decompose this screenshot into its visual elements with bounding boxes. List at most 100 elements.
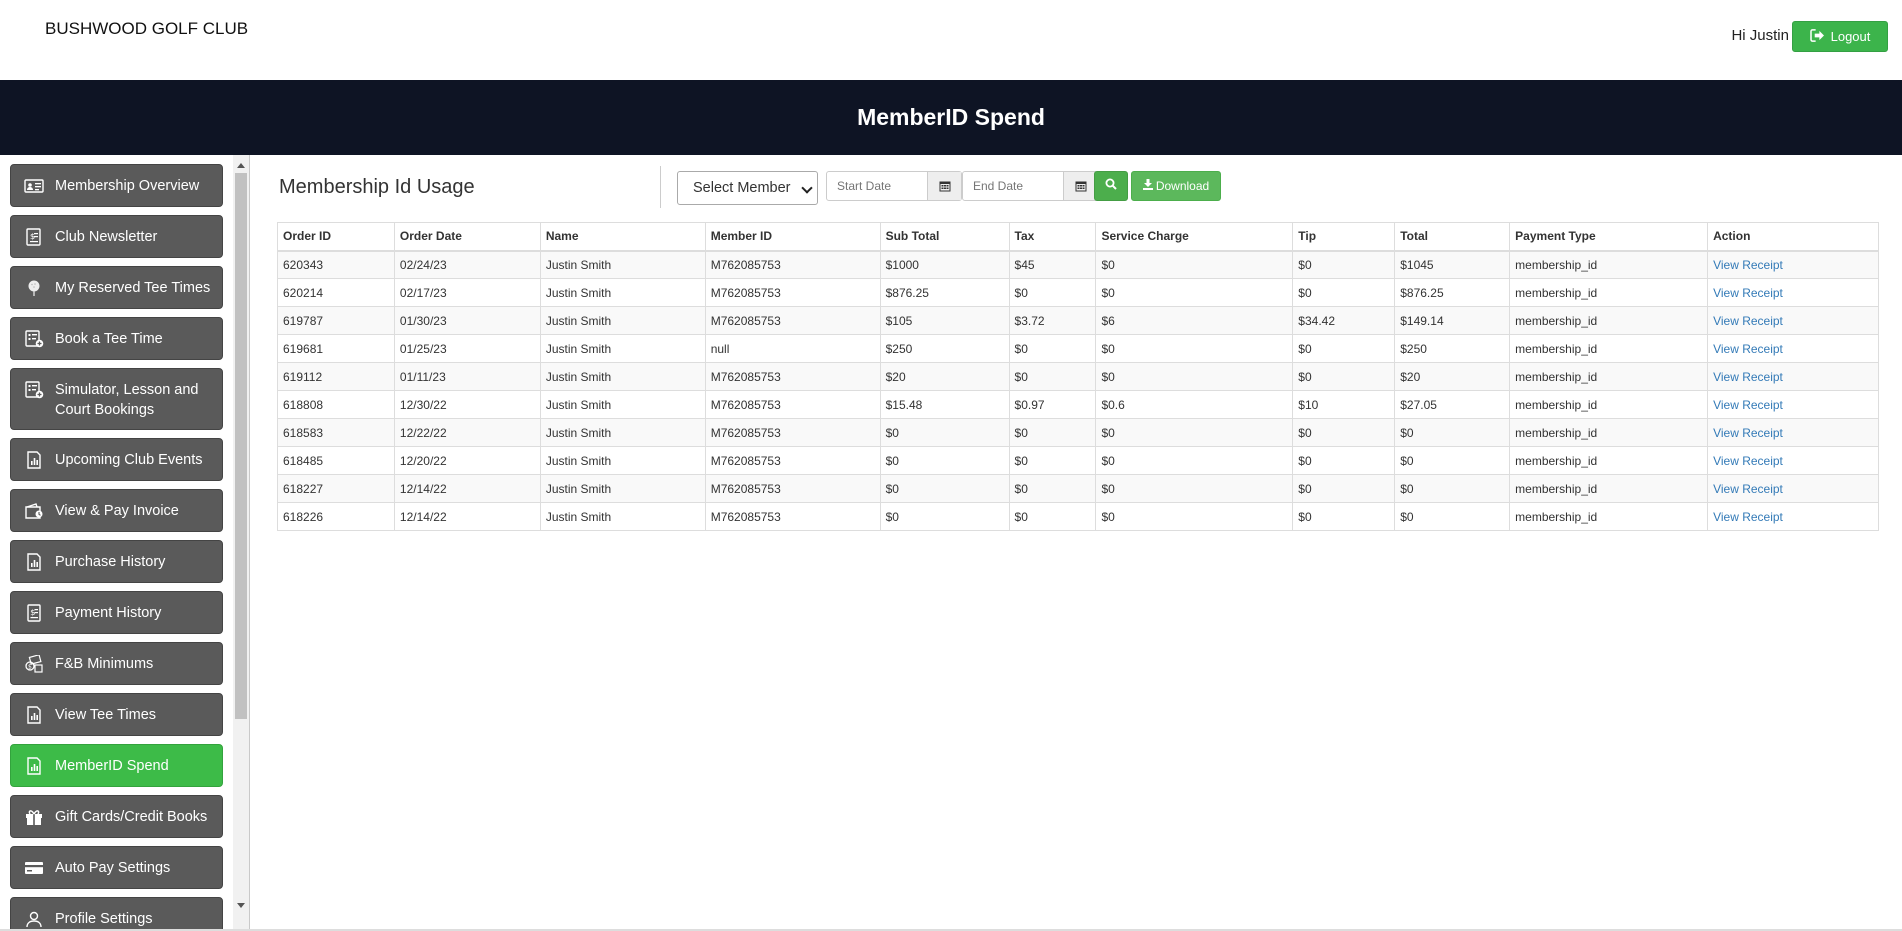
column-header: Sub Total: [879, 222, 1010, 252]
logout-button[interactable]: Logout: [1792, 21, 1888, 52]
sidebar-item-simulator-lesson-and-court-bookings[interactable]: Simulator, Lesson and Court Bookings: [10, 368, 223, 430]
table-row: 620343 02/24/23 Justin Smith M762085753 $100…: [277, 250, 1879, 279]
wallet-icon: [23, 501, 45, 521]
table-cell: $250: [1394, 334, 1511, 363]
sidebar-item-upcoming-club-events[interactable]: Upcoming Club Events: [10, 438, 223, 481]
column-header: Member ID: [704, 222, 881, 252]
table-cell: View Receipt: [1707, 390, 1879, 419]
table-row: 620214 02/17/23 Justin Smith M762085753 $876…: [277, 278, 1879, 307]
table-cell: $1045: [1394, 250, 1511, 279]
page-banner-title: MemberID Spend: [857, 104, 1045, 130]
scroll-down-arrow-icon[interactable]: [237, 903, 245, 908]
golf-ball-icon: [23, 278, 45, 298]
download-button[interactable]: Download: [1131, 171, 1221, 201]
table-cell: View Receipt: [1707, 446, 1879, 475]
table-cell: null: [704, 334, 881, 363]
table-cell: $0: [1008, 278, 1097, 307]
table-cell: 619787: [277, 306, 395, 335]
sidebar-item-book-a-tee-time[interactable]: Book a Tee Time: [10, 317, 223, 360]
table-cell: 12/22/22: [393, 418, 541, 447]
table-cell: $0: [1008, 362, 1097, 391]
sidebar-item-auto-pay-settings[interactable]: Auto Pay Settings: [10, 846, 223, 889]
table-cell: 618226: [277, 502, 395, 531]
table-row: 618808 12/30/22 Justin Smith M762085753 $15.…: [277, 390, 1879, 419]
sidebar-item-label: View Tee Times: [55, 706, 157, 723]
sidebar: Membership Overview $ Club Newsletter My Re…: [0, 155, 250, 931]
view-receipt-link[interactable]: View Receipt: [1713, 425, 1783, 440]
table-cell: $0: [1008, 474, 1097, 503]
table-cell: $0: [1095, 362, 1294, 391]
table-cell: M762085753: [704, 306, 881, 335]
sidebar-item-profile-settings[interactable]: Profile Settings: [10, 897, 223, 931]
view-receipt-link[interactable]: View Receipt: [1713, 369, 1783, 384]
page-banner: MemberID Spend: [0, 80, 1902, 155]
column-header: Name: [539, 222, 706, 252]
table-cell: $3.72: [1008, 306, 1097, 335]
table-cell: $0: [1292, 418, 1396, 447]
sidebar-item-purchase-history[interactable]: Purchase History: [10, 540, 223, 583]
main-content: Membership Id Usage Select Member Downlo…: [251, 155, 1902, 931]
column-header: Total: [1394, 222, 1511, 252]
table-cell: $0: [1292, 278, 1396, 307]
table-cell: membership_id: [1509, 418, 1709, 447]
table-cell: Justin Smith: [539, 502, 706, 531]
gift-icon: [23, 807, 45, 827]
view-receipt-link[interactable]: View Receipt: [1713, 285, 1783, 300]
table-cell: $0: [1095, 502, 1294, 531]
view-receipt-link[interactable]: View Receipt: [1713, 509, 1783, 524]
table-cell: 12/14/22: [393, 502, 541, 531]
table-cell: $0: [1008, 418, 1097, 447]
end-date-input[interactable]: [963, 172, 1063, 200]
report-icon: [23, 705, 45, 725]
table-cell: 01/25/23: [393, 334, 541, 363]
report-icon: [23, 552, 45, 572]
table-cell: $0: [1394, 446, 1511, 475]
table-cell: $0: [879, 446, 1010, 475]
view-receipt-link[interactable]: View Receipt: [1713, 481, 1783, 496]
money-icon: $: [23, 654, 45, 674]
calendar-icon[interactable]: [927, 172, 961, 200]
view-receipt-link[interactable]: View Receipt: [1713, 341, 1783, 356]
sidebar-item-gift-cards-credit-books[interactable]: Gift Cards/Credit Books: [10, 795, 223, 838]
table-cell: $1000: [879, 250, 1010, 279]
table-cell: $0: [1292, 502, 1396, 531]
table-cell: M762085753: [704, 390, 881, 419]
sidebar-item-club-newsletter[interactable]: $ Club Newsletter: [10, 215, 223, 258]
view-receipt-link[interactable]: View Receipt: [1713, 313, 1783, 328]
table-row: 618583 12/22/22 Justin Smith M762085753 $0 $0…: [277, 418, 1879, 447]
calendar-icon[interactable]: [1063, 172, 1097, 200]
table-row: 619681 01/25/23 Justin Smith null $250 $0 $0 $0…: [277, 334, 1879, 363]
table-cell: View Receipt: [1707, 502, 1879, 531]
view-receipt-link[interactable]: View Receipt: [1713, 257, 1783, 272]
view-receipt-link[interactable]: View Receipt: [1713, 453, 1783, 468]
scroll-thumb[interactable]: [235, 173, 247, 719]
start-date-input[interactable]: [827, 172, 927, 200]
sidebar-item-view-pay-invoice[interactable]: View & Pay Invoice: [10, 489, 223, 532]
member-select[interactable]: Select Member: [677, 171, 818, 205]
sidebar-item-memberid-spend[interactable]: MemberID Spend: [10, 744, 223, 787]
table-cell: M762085753: [704, 474, 881, 503]
end-date-group: [962, 171, 1098, 201]
sidebar-item-view-tee-times[interactable]: View Tee Times: [10, 693, 223, 736]
table-cell: $45: [1008, 250, 1097, 279]
table-cell: View Receipt: [1707, 278, 1879, 307]
table-cell: 02/24/23: [393, 250, 541, 279]
sidebar-item-my-reserved-tee-times[interactable]: My Reserved Tee Times: [10, 266, 223, 309]
sidebar-item-payment-history[interactable]: $ Payment History: [10, 591, 223, 634]
table-row: 618485 12/20/22 Justin Smith M762085753 $0 $0…: [277, 446, 1879, 475]
view-receipt-link[interactable]: View Receipt: [1713, 397, 1783, 412]
search-button[interactable]: [1094, 171, 1128, 201]
svg-text:$: $: [30, 608, 35, 617]
sidebar-item-f-b-minimums[interactable]: $ F&B Minimums: [10, 642, 223, 685]
table-cell: 620343: [277, 250, 395, 279]
table-cell: $10: [1292, 390, 1396, 419]
sidebar-item-label: F&B Minimums: [55, 655, 154, 672]
table-body: 620343 02/24/23 Justin Smith M762085753 $100…: [277, 250, 1879, 531]
sidebar-scrollbar[interactable]: [233, 155, 249, 931]
profile-icon: [23, 909, 45, 929]
sidebar-item-membership-overview[interactable]: Membership Overview: [10, 164, 223, 207]
start-date-group: [826, 171, 962, 201]
table-cell: $0: [879, 474, 1010, 503]
scroll-up-arrow-icon[interactable]: [237, 163, 245, 168]
table-cell: View Receipt: [1707, 306, 1879, 335]
